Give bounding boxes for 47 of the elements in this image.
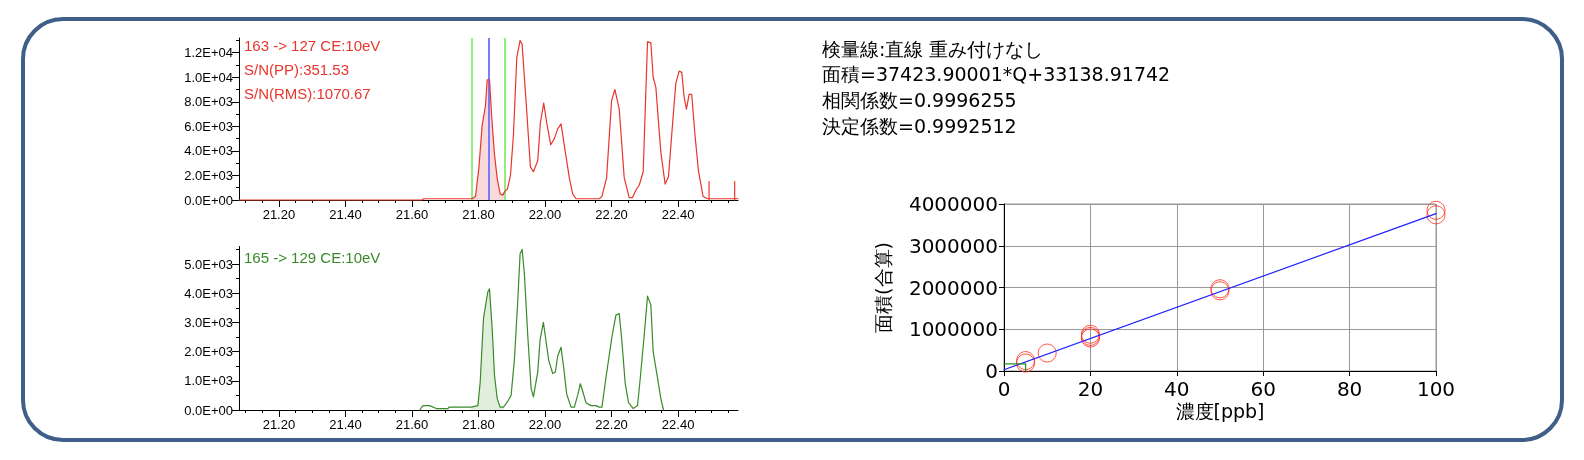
x-tick-label: 22.40 [661,207,695,222]
x-tick-label: 21.80 [462,417,495,432]
x-tick-label: 100 [1416,377,1456,401]
y-tick-label: 2.0E+03 [184,344,233,360]
y-tick-label: 4.0E+03 [184,143,233,159]
y-tick-label: 8.0E+03 [184,94,233,110]
y-tick-label: 0 [985,359,998,383]
x-tick-label: 80 [1336,377,1363,401]
y-tick-label: 1.0E+03 [184,373,233,389]
x-tick-label: 21.40 [329,417,362,432]
annotation: 163 -> 127 CE:10eV [244,37,381,54]
annotation: S/N(PP):351.53 [244,61,350,78]
y-tick-label: 0.0E+00 [184,192,233,208]
x-tick-label: 21.60 [395,207,429,222]
y-tick-label: 3.0E+03 [184,314,233,330]
text: 決定係数=0.9992512 [822,114,1017,137]
text: 面積=37423.90001*Q+33138.91742 [822,63,1171,86]
x-tick-label: 40 [1164,377,1190,401]
x-tick-label: 21.20 [262,207,296,222]
x-tick-label: 21.40 [329,207,362,222]
y-tick-label: 1.0E+04 [184,69,233,85]
x-axis-title: 濃度[ppb] [1175,399,1265,422]
annotation: 165 -> 129 CE:10eV [244,249,381,266]
y-tick-label: 0.0E+00 [184,402,233,418]
x-tick-label: 22.40 [661,417,695,432]
x-tick-label: 22.20 [595,417,628,432]
x-tick-label: 60 [1250,377,1276,401]
y-tick-label: 4.0E+03 [184,285,233,301]
y-tick-label: 1.2E+04 [184,45,233,61]
y-tick-label: 4000000 [908,192,998,216]
text: 検量線:直線 重み付けなし [822,37,1044,60]
y-tick-label: 2.0E+03 [184,167,233,183]
text: 相関係数=0.9996255 [822,88,1017,111]
annotation: S/N(RMS):1070.67 [244,85,371,102]
y-tick-label: 5.0E+03 [184,256,233,272]
x-tick-label: 22.00 [528,417,562,432]
y-tick-label: 3000000 [908,233,998,258]
y-tick-label: 2000000 [908,275,998,300]
y-tick-label: 6.0E+03 [184,118,233,134]
x-tick-label: 21.20 [262,417,296,432]
y-tick-label: 1000000 [908,317,998,342]
x-tick-label: 21.60 [395,417,429,432]
x-tick-label: 21.80 [462,207,495,222]
x-tick-label: 22.20 [595,207,628,222]
x-tick-label: 22.00 [528,207,562,222]
y-axis-title: 面積(合算) [871,242,894,333]
x-tick-label: 20 [1077,377,1104,401]
